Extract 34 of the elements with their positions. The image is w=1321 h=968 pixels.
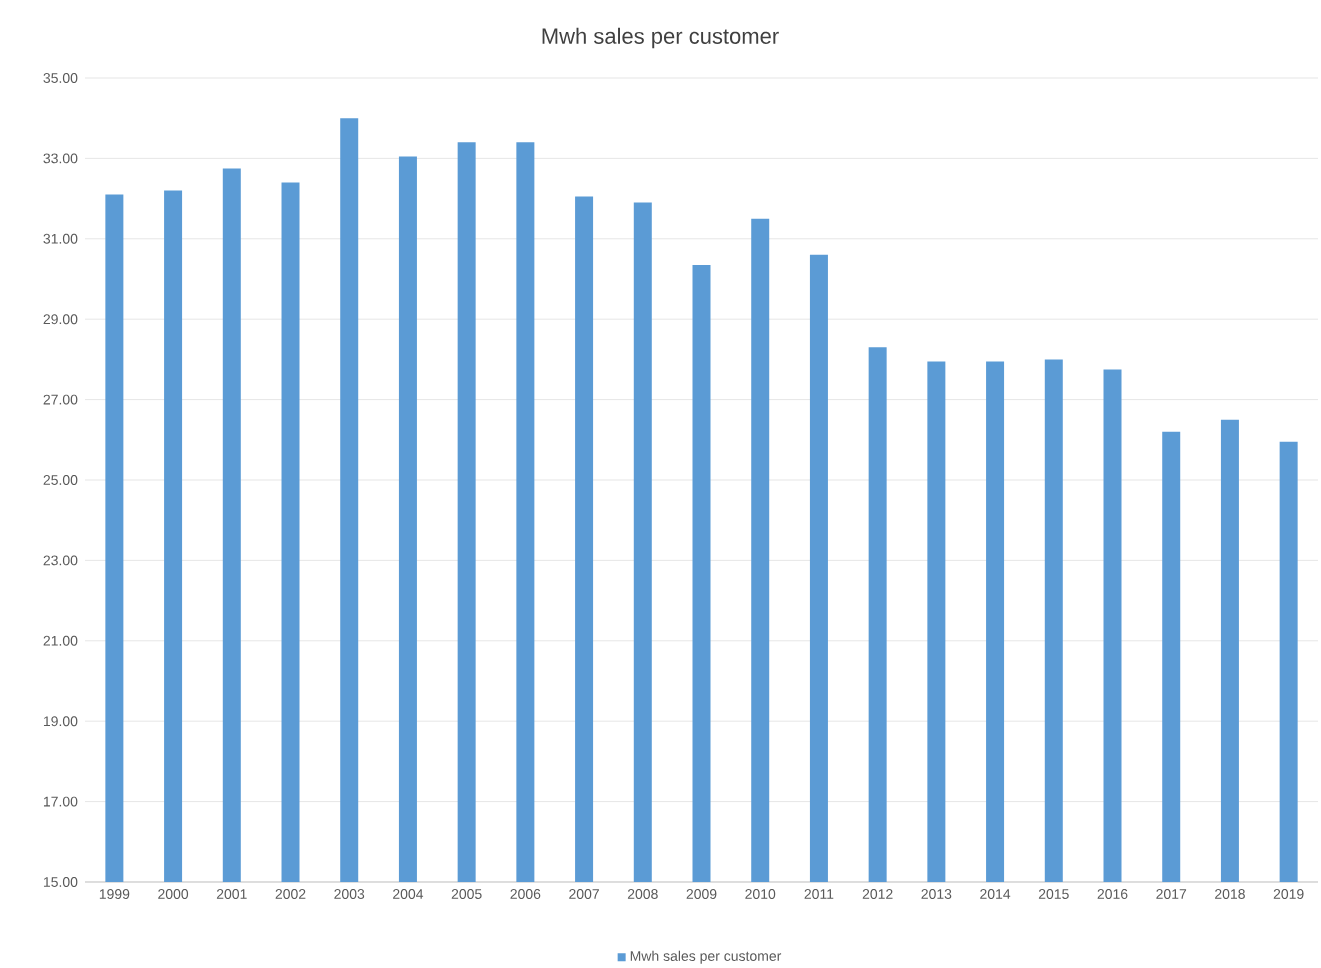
x-tick-label: 2001	[216, 889, 247, 899]
y-tick-label: 33.00	[43, 153, 78, 164]
x-tick-label: 2012	[862, 889, 893, 899]
x-tick-label: 2009	[686, 889, 717, 899]
x-tick-label: 2004	[393, 889, 424, 899]
x-tick-label: 2008	[627, 889, 658, 899]
x-tick-label: 2007	[569, 889, 599, 899]
y-tick-label: 19.00	[43, 716, 78, 727]
x-tick-label: 2002	[275, 889, 306, 899]
x-tick-label: 2018	[1215, 889, 1245, 899]
x-tick-label: 2011	[804, 889, 834, 899]
x-tick-label: 2003	[334, 889, 365, 899]
y-tick-label: 31.00	[43, 233, 78, 244]
x-tick-label: 2013	[921, 889, 952, 899]
x-tick-label: 2015	[1038, 889, 1069, 899]
y-tick-label: 21.00	[43, 635, 78, 646]
x-tick-label: 2005	[451, 889, 482, 899]
y-tick-label: 15.00	[43, 877, 78, 887]
y-tick-label: 29.00	[43, 314, 78, 325]
x-tick-label: 2017	[1156, 889, 1187, 899]
y-tick-label: 17.00	[43, 796, 78, 807]
x-tick-label: 1999	[99, 889, 130, 899]
x-tick-label: 2000	[158, 889, 189, 899]
y-tick-label: 23.00	[43, 555, 78, 566]
x-tick-label: 2010	[745, 889, 776, 899]
y-tick-label: 25.00	[43, 475, 78, 485]
x-tick-label: 2016	[1097, 889, 1128, 899]
x-tick-label: 2014	[980, 889, 1011, 899]
chart-title: Mwh sales per customer	[542, 27, 779, 49]
y-tick-label: 35.00	[43, 73, 78, 83]
x-tick-label: 2006	[510, 889, 541, 899]
legend-label: Mwh sales per customer	[630, 950, 782, 964]
y-tick-label: 27.00	[43, 394, 78, 405]
x-tick-label: 2019	[1273, 889, 1304, 899]
